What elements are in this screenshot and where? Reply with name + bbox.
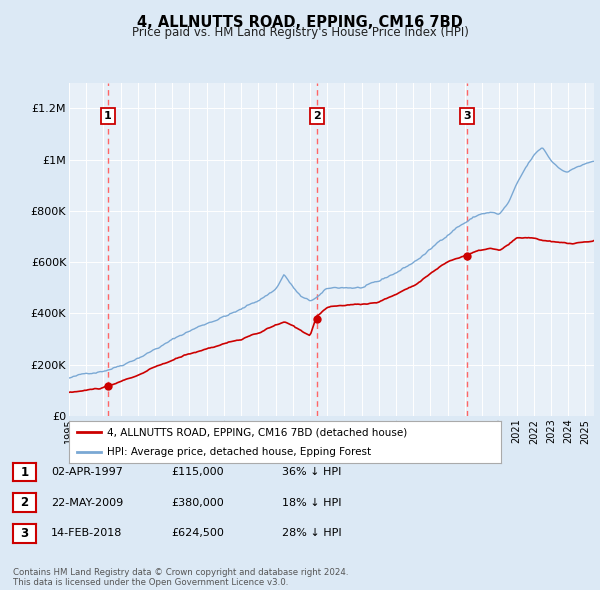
Text: 28% ↓ HPI: 28% ↓ HPI bbox=[282, 529, 341, 538]
Text: 14-FEB-2018: 14-FEB-2018 bbox=[51, 529, 122, 538]
Text: 18% ↓ HPI: 18% ↓ HPI bbox=[282, 498, 341, 507]
Text: 02-APR-1997: 02-APR-1997 bbox=[51, 467, 123, 477]
Text: 4, ALLNUTTS ROAD, EPPING, CM16 7BD (detached house): 4, ALLNUTTS ROAD, EPPING, CM16 7BD (deta… bbox=[107, 427, 407, 437]
Text: 36% ↓ HPI: 36% ↓ HPI bbox=[282, 467, 341, 477]
Text: HPI: Average price, detached house, Epping Forest: HPI: Average price, detached house, Eppi… bbox=[107, 447, 371, 457]
Text: 3: 3 bbox=[20, 527, 29, 540]
Text: £380,000: £380,000 bbox=[171, 498, 224, 507]
Text: 2: 2 bbox=[20, 496, 29, 509]
Text: 1: 1 bbox=[20, 466, 29, 478]
Text: 22-MAY-2009: 22-MAY-2009 bbox=[51, 498, 123, 507]
Text: 3: 3 bbox=[463, 111, 471, 121]
Text: Price paid vs. HM Land Registry's House Price Index (HPI): Price paid vs. HM Land Registry's House … bbox=[131, 26, 469, 39]
Text: £115,000: £115,000 bbox=[171, 467, 224, 477]
Text: £624,500: £624,500 bbox=[171, 529, 224, 538]
Text: Contains HM Land Registry data © Crown copyright and database right 2024.
This d: Contains HM Land Registry data © Crown c… bbox=[13, 568, 349, 587]
Text: 2: 2 bbox=[313, 111, 320, 121]
Text: 4, ALLNUTTS ROAD, EPPING, CM16 7BD: 4, ALLNUTTS ROAD, EPPING, CM16 7BD bbox=[137, 15, 463, 30]
Text: 1: 1 bbox=[104, 111, 112, 121]
